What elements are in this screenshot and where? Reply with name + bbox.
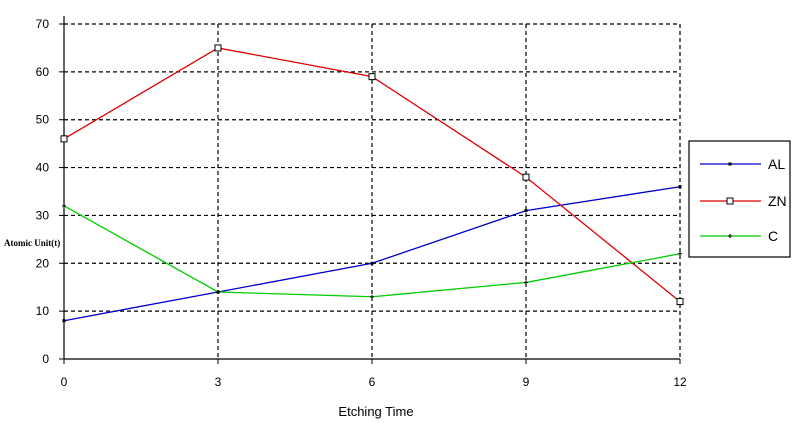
chart-series bbox=[60, 44, 684, 323]
y-axis-label: Atomic Unit(t) bbox=[4, 238, 60, 248]
x-tick-labels: 0 3 6 9 12 bbox=[61, 375, 687, 389]
data-point-al bbox=[62, 319, 66, 323]
x-tick-label: 12 bbox=[673, 375, 687, 389]
data-point-al bbox=[370, 261, 374, 265]
legend-box bbox=[688, 140, 791, 258]
x-tick-label: 0 bbox=[61, 375, 68, 389]
legend-marker-al bbox=[728, 162, 732, 166]
data-point-zn bbox=[60, 135, 68, 143]
legend-marker-zn bbox=[726, 197, 734, 205]
x-tick-label: 9 bbox=[523, 375, 530, 389]
legend-label-zn: ZN bbox=[768, 193, 787, 209]
y-tick-label: 30 bbox=[36, 208, 50, 222]
data-point-zn bbox=[214, 44, 222, 52]
series-al bbox=[62, 185, 682, 323]
x-tick-label: 6 bbox=[369, 375, 376, 389]
chart-legend: AL ZN C bbox=[688, 140, 791, 258]
series-zn bbox=[60, 44, 684, 306]
x-axis-label: Etching Time bbox=[338, 404, 413, 419]
y-tick-label: 50 bbox=[36, 113, 50, 127]
data-point-zn bbox=[676, 298, 684, 306]
y-tick-label: 20 bbox=[36, 256, 50, 270]
data-point-c bbox=[216, 290, 220, 294]
chart-axes bbox=[63, 16, 680, 360]
y-tick-label: 10 bbox=[36, 304, 50, 318]
chart-grid bbox=[59, 23, 681, 364]
data-point-al bbox=[524, 209, 528, 213]
y-tick-label: 60 bbox=[36, 65, 50, 79]
y-tick-label: 40 bbox=[36, 161, 50, 175]
data-point-c bbox=[370, 294, 374, 299]
data-point-c bbox=[524, 280, 528, 285]
legend-label-c: C bbox=[768, 228, 778, 244]
legend-marker-c bbox=[728, 234, 732, 238]
x-tick-label: 3 bbox=[215, 375, 222, 389]
y-tick-label: 0 bbox=[42, 352, 49, 366]
data-point-zn bbox=[368, 73, 376, 81]
series-c bbox=[62, 203, 682, 299]
data-point-c bbox=[62, 203, 66, 208]
data-point-c bbox=[678, 251, 682, 256]
data-point-al bbox=[678, 185, 682, 189]
y-tick-label: 70 bbox=[36, 17, 50, 31]
y-tick-labels: 0 10 20 30 40 50 60 70 bbox=[36, 17, 50, 366]
legend-label-al: AL bbox=[768, 156, 785, 172]
data-point-zn bbox=[522, 173, 530, 181]
